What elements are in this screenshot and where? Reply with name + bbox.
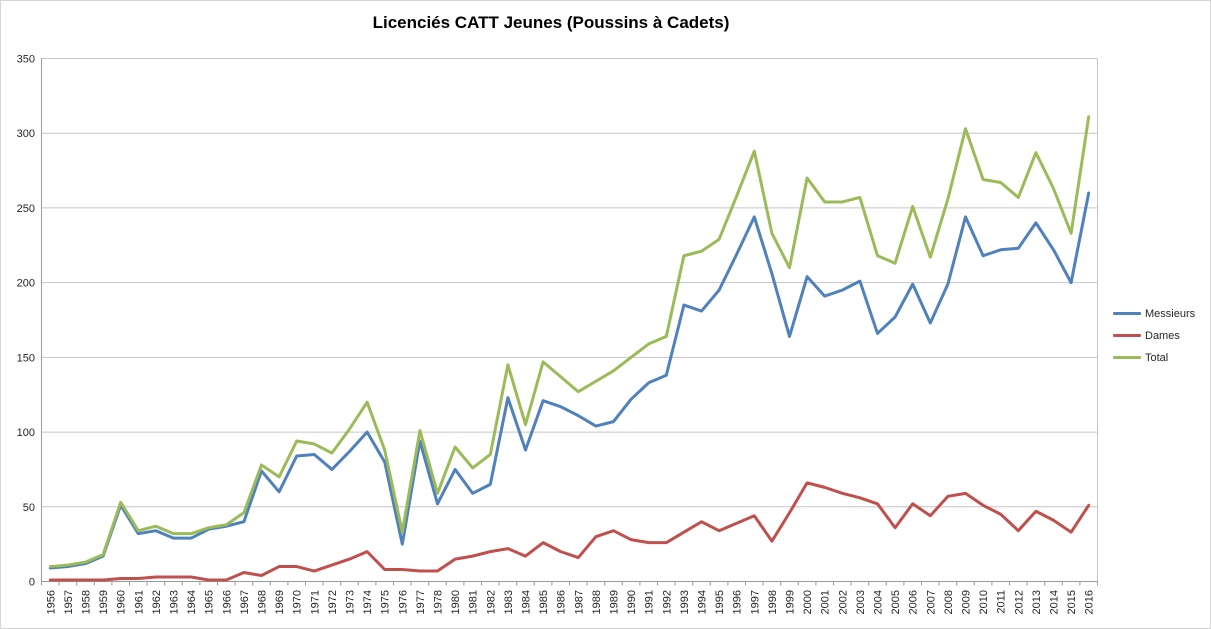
x-axis-tick-label: 1976 [397, 590, 409, 614]
x-axis-tick-label: 1984 [521, 590, 533, 614]
legend-label-total: Total [1145, 351, 1169, 364]
x-axis-tick-label: 1959 [98, 590, 110, 614]
x-axis-tick-label: 2011 [996, 590, 1008, 614]
x-axis-tick-label: 1964 [186, 590, 198, 614]
series-line-dames [48, 481, 1091, 582]
x-axis-tick-label: 1997 [749, 590, 761, 614]
x-axis-tick-label: 1963 [169, 590, 181, 614]
x-axis-tick-label: 1988 [591, 590, 603, 614]
x-axis-tick-label: 2014 [1049, 590, 1061, 614]
x-axis-tick-label: 1982 [485, 590, 497, 614]
y-axis-tick-label: 150 [17, 352, 35, 364]
x-axis-tick-label: 1987 [573, 590, 585, 614]
x-axis-tick-label: 1960 [116, 590, 128, 614]
x-axis-tick-label: 2008 [943, 590, 955, 614]
x-axis-tick-label: 1989 [609, 590, 621, 614]
total-line-swatch [1113, 356, 1141, 359]
x-axis-tick-label: 2000 [802, 590, 814, 614]
x-axis-tick-label: 1974 [362, 590, 374, 614]
x-axis-tick-label: 1967 [239, 590, 251, 614]
x-axis-tick-label: 1966 [221, 590, 233, 614]
x-axis-tick-label: 2007 [925, 590, 937, 614]
x-axis-tick-label: 1993 [679, 590, 691, 614]
x-axis-tick-label: 1962 [151, 590, 163, 614]
y-axis-tick-label: 200 [17, 278, 35, 290]
x-axis-tick-label: 2001 [820, 590, 832, 614]
x-axis-tick-label: 1975 [380, 590, 392, 614]
y-axis-tick-label: 250 [17, 203, 35, 215]
x-axis-tick-label: 1971 [309, 590, 321, 614]
x-axis-tick-label: 1958 [81, 590, 93, 614]
x-axis-tick-label: 1994 [697, 590, 709, 614]
x-axis-tick-label: 2009 [961, 590, 973, 614]
x-axis-tick-label: 1968 [257, 590, 269, 614]
x-axis-tick-label: 1978 [433, 590, 445, 614]
x-axis-tick-label: 1961 [133, 590, 145, 614]
x-axis-tick-label: 1977 [415, 590, 427, 614]
x-axis-tick-label: 1957 [63, 590, 75, 614]
x-axis-tick-label: 1956 [45, 590, 57, 614]
x-axis-tick-label: 2015 [1066, 590, 1078, 614]
y-axis-tick-label: 350 [17, 54, 35, 66]
messieurs-line-swatch [1113, 312, 1141, 315]
dames-line-swatch [1113, 334, 1141, 337]
legend-entry-total: Total [1113, 351, 1195, 364]
y-axis-tick-label: 0 [29, 577, 35, 589]
x-axis-tick-label: 1973 [345, 590, 357, 614]
series-line-total [48, 115, 1091, 569]
x-axis-tick-label: 2002 [837, 590, 849, 614]
y-axis-tick-label: 300 [17, 128, 35, 140]
y-axis-tick-label: 50 [23, 502, 35, 514]
legend-entry-messieurs: Messieurs [1113, 307, 1195, 320]
legend-label-messieurs: Messieurs [1145, 307, 1196, 320]
x-axis-tick-label: 1972 [327, 590, 339, 614]
x-axis-tick-label: 1970 [292, 590, 304, 614]
x-axis-tick-label: 1998 [767, 590, 779, 614]
x-axis-tick-label: 1999 [785, 590, 797, 614]
x-axis-tick-label: 1985 [538, 590, 550, 614]
x-axis-tick-label: 2004 [873, 590, 885, 614]
x-axis-tick-label: 2013 [1031, 590, 1043, 614]
x-axis-tick-label: 2006 [908, 590, 920, 614]
x-axis-tick-label: 1981 [468, 590, 480, 614]
x-axis-tick-label: 1996 [732, 590, 744, 614]
x-axis-tick-label: 1965 [204, 590, 216, 614]
x-axis-tick-label: 2003 [855, 590, 867, 614]
x-axis-tick-label: 2005 [890, 590, 902, 614]
x-axis-tick-label: 1995 [714, 590, 726, 614]
legend-label-dames: Dames [1145, 329, 1180, 342]
x-axis-tick-label: 1992 [661, 590, 673, 614]
chart-legend: Messieurs Dames Total [1113, 307, 1195, 364]
x-axis-tick-label: 2012 [1013, 590, 1025, 614]
x-axis-tick-label: 1980 [450, 590, 462, 614]
y-axis-tick-label: 100 [17, 427, 35, 439]
legend-entry-dames: Dames [1113, 329, 1195, 342]
x-axis-tick-label: 1991 [644, 590, 656, 614]
x-axis-tick-label: 1983 [503, 590, 515, 614]
x-axis-tick-label: 2016 [1084, 590, 1096, 614]
x-axis-tick-label: 1990 [626, 590, 638, 614]
x-axis-tick-label: 2010 [978, 590, 990, 614]
chart-title: Licenciés CATT Jeunes (Poussins à Cadets… [372, 13, 730, 32]
x-axis-tick-label: 1969 [274, 590, 286, 614]
x-axis-tick-label: 1986 [556, 590, 568, 614]
